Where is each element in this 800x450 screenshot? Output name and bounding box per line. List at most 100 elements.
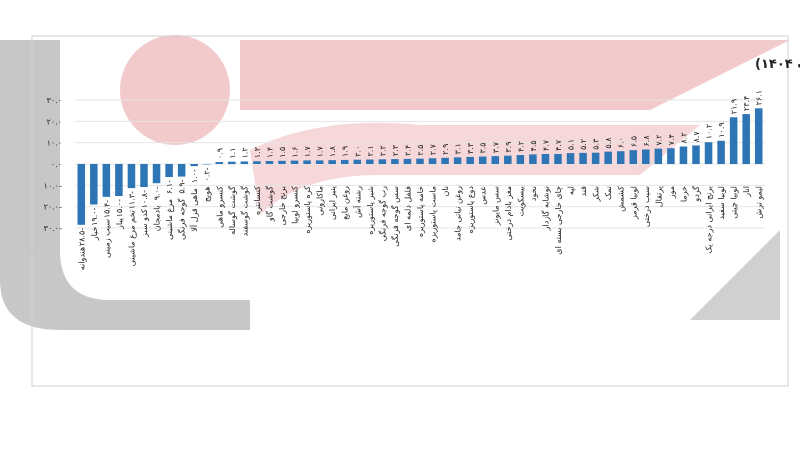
x-tick-label: گوشت گوسفند	[239, 186, 249, 237]
x-tick-label: گوشت گوساله	[227, 186, 237, 235]
bar	[679, 146, 688, 164]
value-label: ۳.۷	[491, 141, 500, 153]
value-label: ۵.۸	[604, 137, 613, 149]
y-tick-label: ۳۰.۰-	[44, 224, 62, 233]
value-label: ۳.۱	[454, 143, 463, 154]
x-tick-label: کنسرو لوبیا	[291, 186, 300, 224]
value-label: ۷.۴	[667, 134, 676, 145]
bar	[491, 156, 500, 164]
bar	[315, 160, 324, 164]
bar	[516, 155, 525, 164]
bar	[717, 140, 725, 164]
bar	[240, 161, 249, 164]
bar	[579, 152, 587, 164]
x-tick-label: شکر	[592, 186, 601, 203]
value-label: ۱۰.۸-	[140, 190, 149, 208]
x-tick-label: کنسانتره	[253, 186, 262, 215]
bar	[466, 156, 474, 164]
x-tick-label: کدو سبز	[140, 209, 149, 238]
x-tick-label: شیر پاستوریزه	[366, 186, 375, 235]
x-tick-label: برنج ایرانی درجه یک	[705, 186, 714, 254]
x-tick-label: سیب زمینی	[102, 219, 111, 258]
value-label: ۸.۲	[679, 132, 688, 143]
x-tick-label: لپه	[567, 186, 576, 195]
bar	[629, 150, 638, 164]
x-tick-label: رب گوجه فرنگی	[377, 186, 387, 241]
bar	[202, 164, 211, 165]
x-tick-label: لوبیا چیتی	[730, 186, 739, 219]
bar	[190, 164, 198, 167]
x-tick-label: دوغ پاستوریزه	[466, 186, 475, 234]
y-tick-label: ۲۰.۰-	[44, 203, 62, 212]
x-tick-label: سس گوجه فرنگی	[390, 186, 400, 247]
value-label: ۱.۰-	[190, 169, 199, 183]
watermark	[0, 35, 790, 330]
x-tick-label: فلفل دلمه ای	[403, 186, 412, 231]
bar	[228, 161, 236, 164]
value-label: ۲۳.۴	[742, 96, 751, 111]
bar	[290, 160, 299, 164]
value-label: ۲۸.۵-	[77, 228, 86, 246]
x-tick-label: عدس	[479, 186, 488, 205]
value-label: ۵.۲	[579, 139, 588, 150]
value-label: ۱.۳	[253, 146, 262, 158]
value-label: ۱۵.۴-	[102, 200, 111, 218]
value-label: ۴.۷	[541, 139, 550, 151]
x-tick-label: انار	[742, 186, 751, 198]
bar	[541, 153, 550, 164]
value-label: ۱.۴	[265, 147, 274, 158]
bar	[165, 164, 173, 178]
value-label: ۰.۹	[215, 148, 224, 159]
bar	[177, 164, 186, 177]
bar	[353, 159, 362, 164]
value-label: ۴.۷	[554, 139, 563, 151]
y-tick-label: ۳۰.۰	[47, 96, 62, 105]
bar	[215, 162, 224, 164]
value-label: ۵.۱	[567, 139, 576, 150]
x-tick-label: روغن نباتی جامد	[454, 186, 463, 241]
value-label: ۹.۰-	[153, 186, 162, 200]
x-tick-label: مرغ ماشینی	[165, 199, 174, 240]
x-tick-label: کشمش	[617, 186, 626, 212]
value-label: ۲.۵	[416, 145, 425, 156]
bar	[340, 159, 349, 164]
value-label: ۳.۳	[466, 142, 475, 154]
value-label: ۷.۲	[654, 134, 663, 145]
bar	[654, 148, 663, 164]
x-tick-label: ماست پاستوریزه	[429, 186, 438, 242]
value-label: ۱.۷	[303, 146, 312, 158]
y-tick-label: ۱۰.۰	[47, 139, 62, 148]
x-tick-label: لیمو ترش	[755, 186, 764, 219]
bar	[604, 151, 612, 164]
x-tick-label: ماکارونی	[316, 186, 325, 216]
x-tick-label: نان	[441, 186, 450, 197]
x-tick-label: گوشت گاو	[264, 186, 274, 222]
bar	[140, 164, 148, 188]
bar	[403, 158, 412, 164]
value-label: ۴.۲	[516, 141, 525, 152]
value-label: ۲.۹	[441, 144, 450, 155]
bar	[265, 161, 274, 164]
bar	[428, 158, 437, 164]
y-tick-label: ۱۰.۰-	[44, 181, 62, 190]
value-label: ۲.۴	[403, 145, 412, 156]
x-tick-label: ماهی قزل آلا	[189, 188, 199, 232]
bar	[453, 157, 462, 164]
bar	[554, 153, 562, 164]
x-tick-label: لوبیا قرمز	[629, 186, 638, 220]
x-tick-label: خامه پاستوریزه	[416, 186, 425, 237]
x-tick-label: خیار	[90, 226, 99, 241]
value-label: ۶.۰	[617, 137, 626, 148]
value-label: ۱.۱	[228, 148, 237, 159]
bar	[642, 149, 650, 164]
x-tick-label: گردو	[691, 186, 701, 203]
x-tick-label: سس مایونز	[491, 186, 500, 226]
bar	[591, 152, 600, 164]
bar	[115, 164, 123, 196]
value-label: ۲۱.۹	[730, 99, 739, 114]
bar	[729, 117, 738, 164]
bar	[127, 164, 136, 189]
value-label: ۵.۳	[592, 138, 601, 150]
x-tick-label: هندوانه	[77, 247, 86, 270]
y-tick-label: ۰.۰	[51, 160, 62, 169]
